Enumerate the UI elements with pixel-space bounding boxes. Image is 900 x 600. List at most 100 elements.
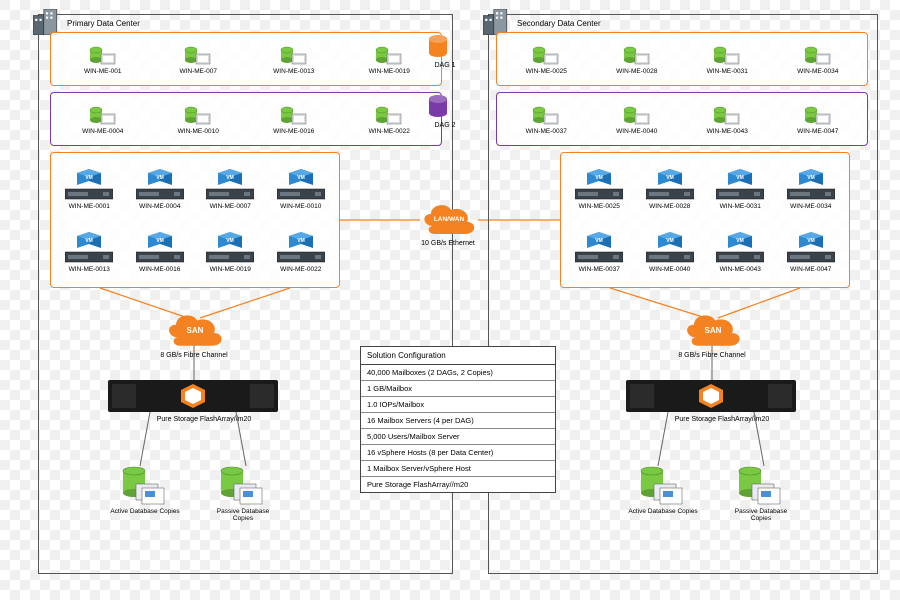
db-copies-left: Active Database Copies Passive Database … (110, 466, 278, 522)
vm-group-right: WIN-ME-0025 WIN-ME-0028 WIN-ME-0031 WIN-ME-… (560, 152, 850, 288)
vm-host-icon (206, 230, 254, 264)
vm-node-label: WIN-ME-0016 (139, 266, 180, 273)
dag1-group-right: WIN-ME-0025 WIN-ME-0028 WIN-ME-0031 WIN-ME-… (496, 32, 868, 86)
dag-node-label: WIN-ME-0016 (273, 128, 314, 135)
primary-dc-title: Primary Data Center (67, 19, 140, 28)
db-server-icon (375, 104, 403, 126)
config-row: 16 Mailbox Servers (4 per DAG) (361, 413, 555, 429)
dag-node-label: WIN-ME-001 (84, 68, 122, 75)
db-server-icon (89, 104, 117, 126)
dag-node: WIN-ME-0019 (362, 44, 417, 75)
vm-host-node: WIN-ME-0007 (200, 167, 260, 210)
vm-node-label: WIN-ME-0004 (139, 203, 180, 210)
vm-node-label: WIN-ME-0031 (720, 203, 761, 210)
dag-node: WIN-ME-0016 (266, 104, 321, 135)
db-server-icon (184, 104, 212, 126)
storage-right (626, 380, 796, 412)
dag-node: WIN-ME-0031 (700, 44, 755, 75)
vm-host-icon (277, 230, 325, 264)
lan-wan-cloud: LAN/WAN (418, 200, 480, 238)
db-server-icon (280, 44, 308, 66)
db-passive: Passive Database Copies (726, 466, 796, 522)
vm-host-node: WIN-ME-0001 (59, 167, 119, 210)
vm-host-node: WIN-ME-0016 (130, 230, 190, 273)
db-copies-icon (640, 466, 686, 508)
vm-node-label: WIN-ME-0013 (69, 266, 110, 273)
dag-cylinder-icon (428, 94, 462, 122)
vm-host-icon (716, 167, 764, 201)
dag-node: WIN-ME-0028 (609, 44, 664, 75)
config-row: 1.0 IOPs/Mailbox (361, 397, 555, 413)
db-server-icon (713, 104, 741, 126)
db-server-icon (375, 44, 403, 66)
lan-label: LAN/WAN (418, 200, 480, 238)
dag-node: WIN-ME-0047 (790, 104, 845, 135)
vm-host-node: WIN-ME-0028 (640, 167, 700, 210)
vm-host-node: WIN-ME-0004 (130, 167, 190, 210)
dag-node: WIN-ME-0043 (700, 104, 755, 135)
vm-host-node: WIN-ME-0031 (710, 167, 770, 210)
dag-node: WIN-ME-0040 (609, 104, 664, 135)
dag-node-label: WIN-ME-0031 (707, 68, 748, 75)
dag-node-label: WIN-ME-0010 (178, 128, 219, 135)
config-row: 40,000 Mailboxes (2 DAGs, 2 Copies) (361, 365, 555, 381)
db-copies-right: Active Database Copies Passive Database … (628, 466, 796, 522)
dag-node-label: WIN-ME-0004 (82, 128, 123, 135)
storage-label-right: Pure Storage FlashArray//m20 (652, 416, 792, 423)
vm-node-label: WIN-ME-0007 (210, 203, 251, 210)
solution-config-box: Solution Configuration 40,000 Mailboxes … (360, 346, 556, 493)
vm-host-icon (575, 230, 623, 264)
vm-node-label: WIN-ME-0037 (579, 266, 620, 273)
dag2-center: DAG 2 (428, 94, 462, 129)
dag-node-label: WIN-ME-0043 (707, 128, 748, 135)
dag-node-label: WIN-ME-0013 (273, 68, 314, 75)
dag-node: WIN-ME-001 (75, 44, 130, 75)
dag-node: WIN-ME-0034 (790, 44, 845, 75)
db-server-icon (532, 44, 560, 66)
db-server-icon (184, 44, 212, 66)
vm-host-node: WIN-ME-0047 (781, 230, 841, 273)
storage-left (108, 380, 278, 412)
db-server-icon (804, 104, 832, 126)
db-passive: Passive Database Copies (208, 466, 278, 522)
dag-node-label: WIN-ME-0040 (616, 128, 657, 135)
flasharray-icon (108, 380, 278, 412)
db-copies-icon (738, 466, 784, 508)
vm-node-label: WIN-ME-0022 (280, 266, 321, 273)
vm-host-node: WIN-ME-0040 (640, 230, 700, 273)
vm-host-icon (787, 230, 835, 264)
config-row: 5,000 Users/Mailbox Server (361, 429, 555, 445)
db-server-icon (280, 104, 308, 126)
dag2-group-left: WIN-ME-0004 WIN-ME-0010 WIN-ME-0016 WIN-ME-… (50, 92, 442, 146)
dag-node-label: WIN-ME-007 (179, 68, 217, 75)
dag1-group-left: WIN-ME-001 WIN-ME-007 WIN-ME-0013 WIN-ME-00… (50, 32, 442, 86)
vm-host-icon (136, 230, 184, 264)
dag-node: WIN-ME-0025 (519, 44, 574, 75)
dag-node-label: WIN-ME-0025 (526, 68, 567, 75)
san-cloud-left: SAN (160, 310, 230, 350)
san-sub-right: 8 GB/s Fibre Channel (652, 352, 772, 359)
vm-host-icon (787, 167, 835, 201)
san-sub-left: 8 GB/s Fibre Channel (134, 352, 254, 359)
vm-host-node: WIN-ME-0019 (200, 230, 260, 273)
vm-host-icon (716, 230, 764, 264)
vm-host-icon (206, 167, 254, 201)
vm-host-node: WIN-ME-0010 (271, 167, 331, 210)
config-title: Solution Configuration (361, 347, 555, 365)
vm-group-left: WIN-ME-0001 WIN-ME-0004 WIN-ME-0007 WIN-ME-… (50, 152, 340, 288)
dag-node-label: WIN-ME-0019 (369, 68, 410, 75)
db-server-icon (623, 44, 651, 66)
dag-node-label: WIN-ME-0047 (797, 128, 838, 135)
config-row: Pure Storage FlashArray//m20 (361, 477, 555, 492)
db-copies-icon (220, 466, 266, 508)
vm-host-node: WIN-ME-0037 (569, 230, 629, 273)
config-row: 16 vSphere Hosts (8 per Data Center) (361, 445, 555, 461)
vm-host-node: WIN-ME-0025 (569, 167, 629, 210)
dag-node-label: WIN-ME-0022 (369, 128, 410, 135)
vm-host-icon (65, 230, 113, 264)
db-passive-label: Passive Database Copies (726, 508, 796, 522)
dag-node: WIN-ME-007 (171, 44, 226, 75)
vm-host-node: WIN-ME-0043 (710, 230, 770, 273)
db-server-icon (713, 44, 741, 66)
vm-host-node: WIN-ME-0013 (59, 230, 119, 273)
